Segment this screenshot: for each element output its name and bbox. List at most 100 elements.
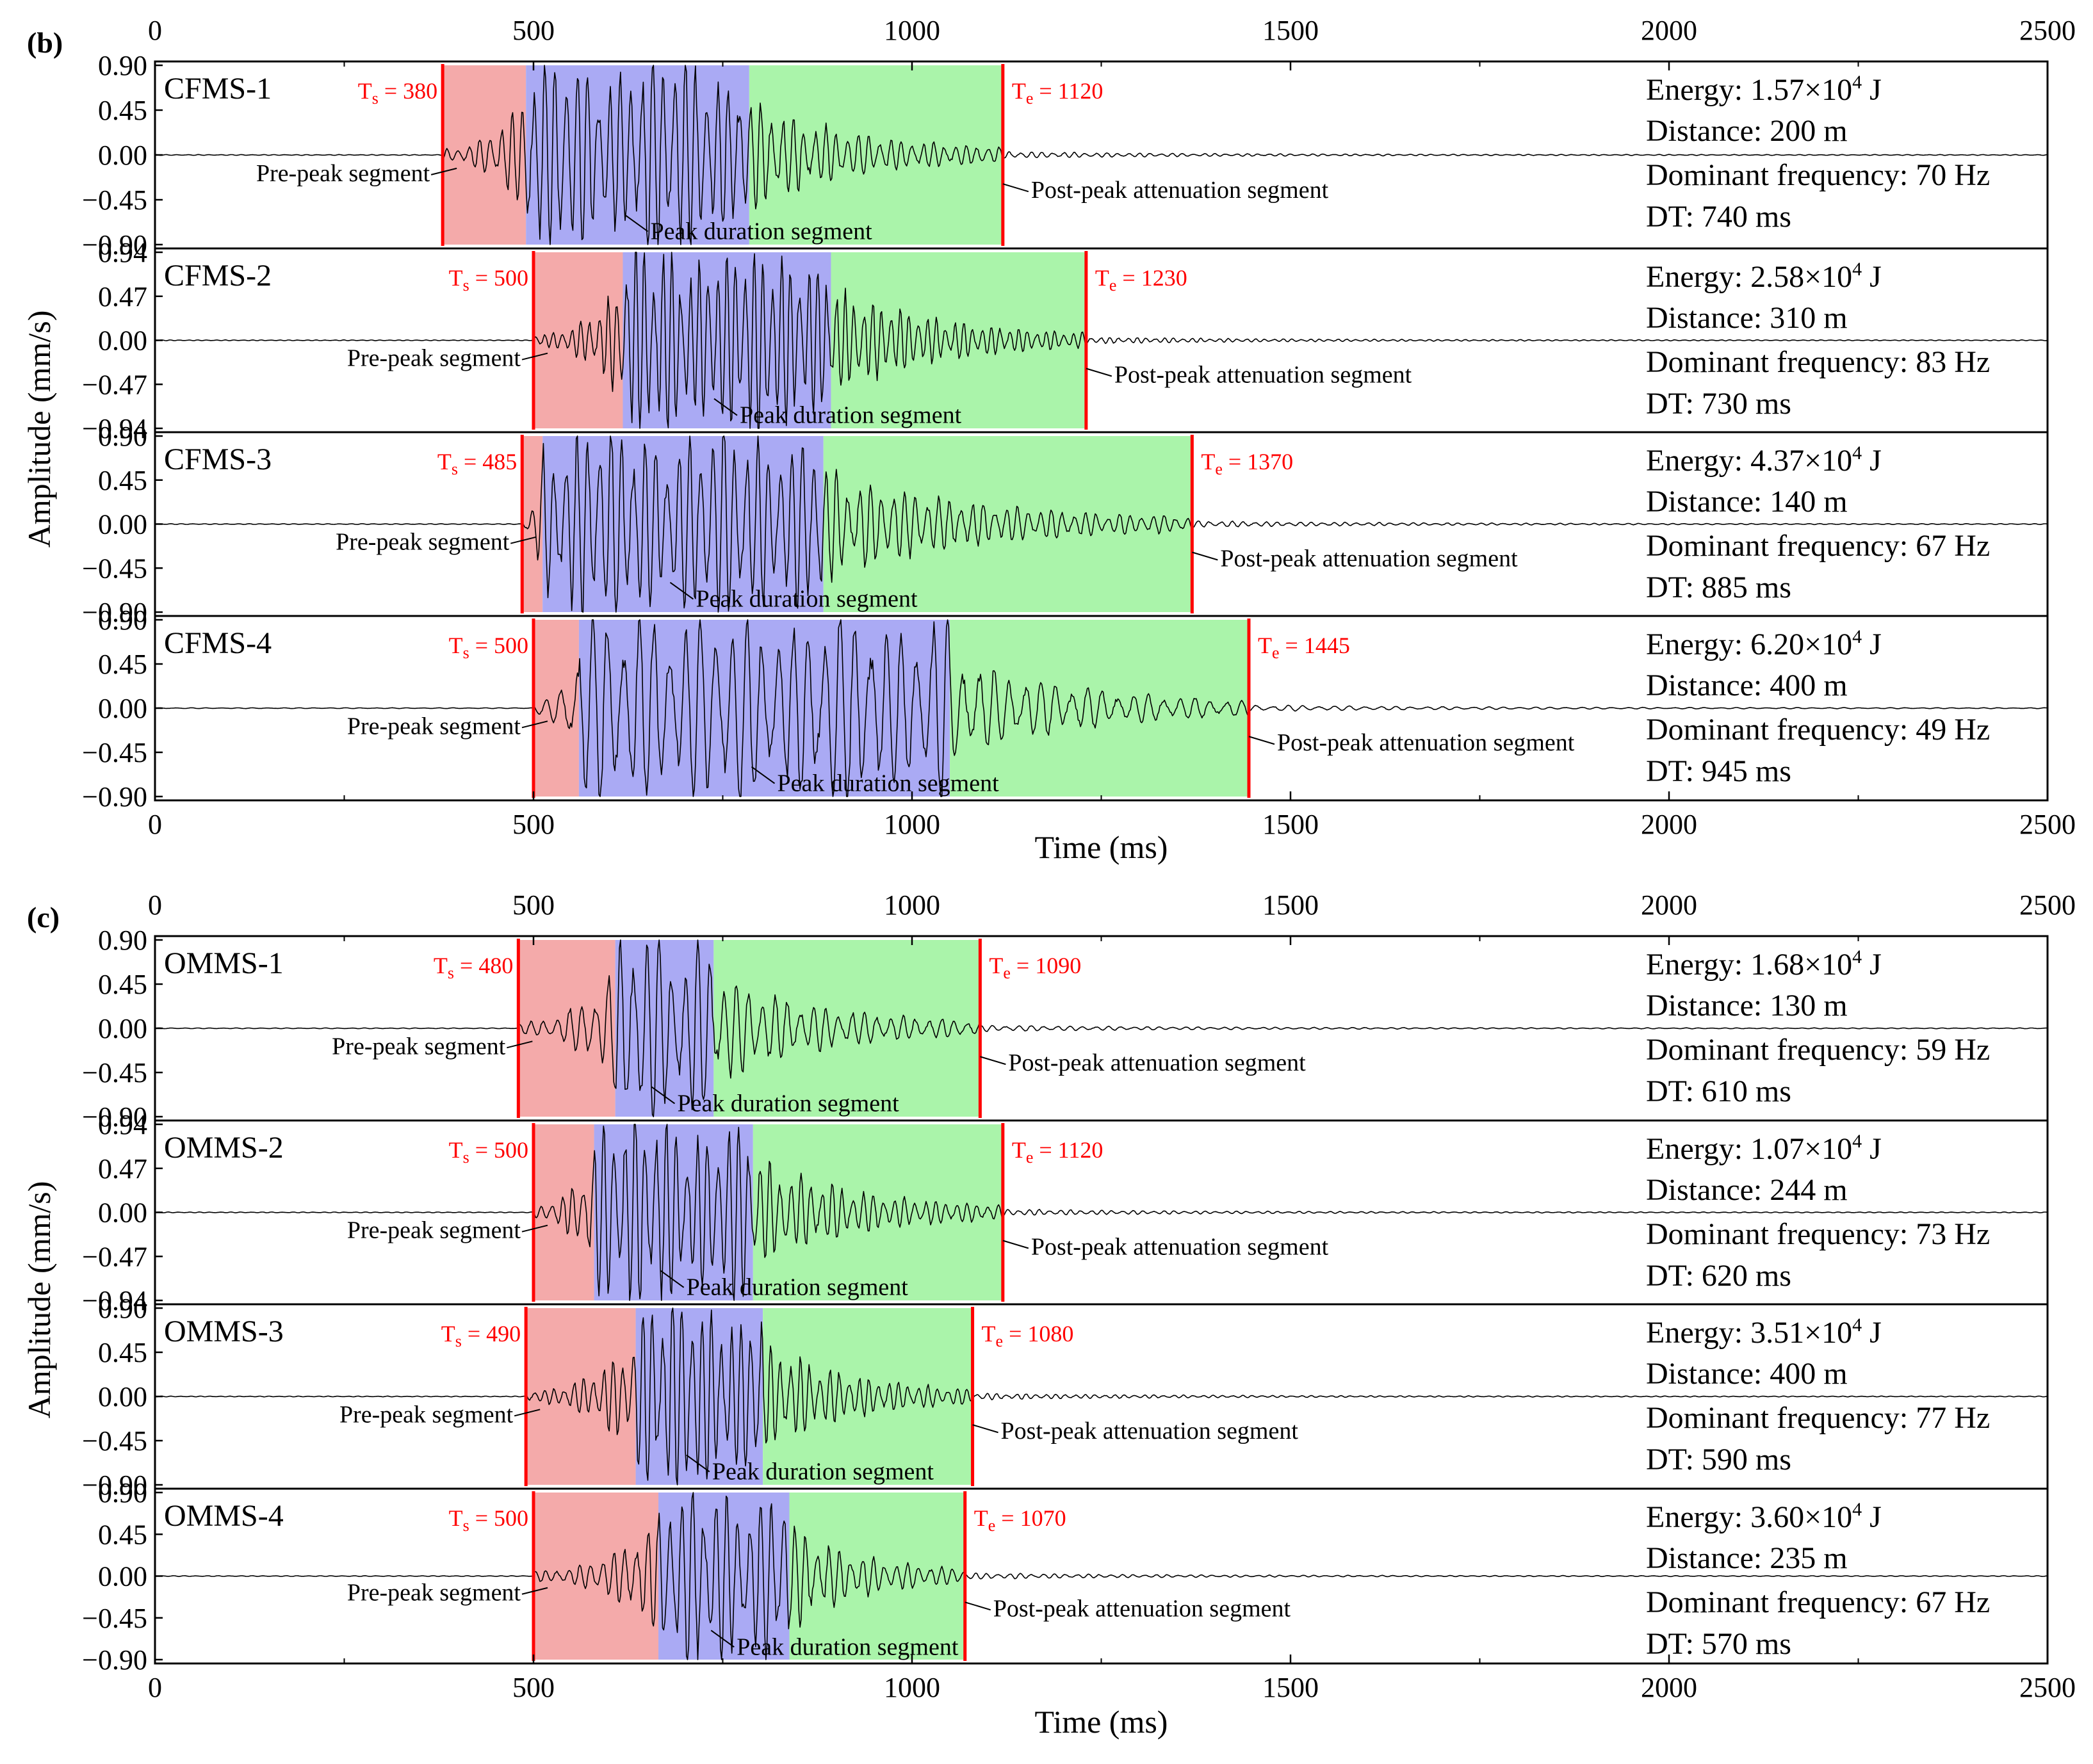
y-tick-label: 0.90 [98,421,147,452]
y-tick-label: 0.00 [98,1561,147,1592]
pre-peak-pointer [430,167,457,175]
figure-b: (b) Ts = 380 Te = 1120 Pre-peak segment Peak… [21,15,2076,865]
panel-name: OMMS-3 [164,1315,284,1348]
panel-name: CFMS-4 [164,626,272,660]
peak-duration-label: Peak duration segment [778,770,1000,797]
y-tick-label: 0.00 [98,325,147,357]
panel-omms-3: Ts = 490 Te = 1080 Pre-peak segment Peak du… [82,1293,2049,1501]
figure-label: (b) [27,26,63,59]
te-label: Te = 1120 [1012,78,1104,108]
post-peak-pointer [1002,1240,1029,1249]
peak-duration-label: Peak duration segment [687,1274,909,1301]
dt-text: DT: 620 ms [1646,1259,1791,1293]
dt-text: DT: 945 ms [1646,754,1791,788]
y-tick-label: −0.45 [82,184,147,216]
x-tick-label-bottom: 0 [148,809,162,840]
energy-text: Energy: 1.57×104 J [1646,72,1882,107]
waveform-trace [154,252,2047,429]
x-tick-label-bottom: 2500 [2019,809,2076,840]
frequency-text: Dominant frequency: 49 Hz [1646,713,1990,747]
frequency-text: Dominant frequency: 70 Hz [1646,158,1990,192]
frequency-text: Dominant frequency: 73 Hz [1646,1217,1990,1251]
y-tick-label: 0.90 [98,604,147,636]
y-tick-label: 0.94 [98,237,147,268]
frequency-text: Dominant frequency: 77 Hz [1646,1401,1990,1435]
peak-duration-label: Peak duration segment [651,218,873,245]
x-tick-label-top: 2000 [1641,15,1697,46]
y-tick-label: 0.45 [98,649,147,680]
x-tick-label-top: 500 [512,889,555,921]
pre-peak-pointer [514,1409,541,1417]
frequency-text: Dominant frequency: 67 Hz [1646,529,1990,563]
pre-peak-label: Pre-peak segment [347,1217,521,1244]
post-peak-region [753,1124,1003,1300]
peak-duration-pointer [710,1630,735,1648]
y-tick-label: −0.45 [82,1603,147,1634]
panel-cfms-3: Ts = 485 Te = 1370 Pre-peak segment Peak du… [82,421,2049,628]
x-tick-label-bottom: 1500 [1262,1672,1319,1703]
frequency-text: Dominant frequency: 83 Hz [1646,345,1990,379]
peak-duration-label: Peak duration segment [740,402,962,429]
pre-peak-pointer [521,1224,548,1233]
panel-name: CFMS-1 [164,72,272,106]
pre-peak-region [533,1124,594,1300]
y-tick-label: −0.94 [82,413,147,444]
y-tick-label: 0.45 [98,465,147,496]
y-tick-label: −0.90 [82,1469,147,1501]
post-peak-label: Post-peak attenuation segment [1008,1049,1306,1076]
x-tick-label-top: 2500 [2019,15,2076,46]
y-tick-label: −0.90 [82,1101,147,1133]
dt-text: DT: 590 ms [1646,1443,1791,1477]
distance-text: Distance: 140 m [1646,485,1848,519]
waveform-trace [154,65,2047,245]
pre-peak-pointer [521,720,548,729]
peak-duration-pointer [751,766,776,784]
y-tick-label: 0.00 [98,140,147,171]
te-label: Te = 1070 [974,1505,1066,1535]
pre-peak-label: Pre-peak segment [339,1401,514,1428]
energy-text: Energy: 6.20×104 J [1646,626,1882,661]
te-label: Te = 1230 [1095,265,1187,295]
x-tick-label-top: 1000 [884,15,940,46]
ts-label: Ts = 490 [441,1321,521,1350]
peak-duration-pointer [713,398,738,416]
x-tick-label-top: 1500 [1262,889,1319,921]
x-tick-label-top: 0 [148,889,162,921]
ts-label: Ts = 500 [449,1505,528,1535]
energy-text: Energy: 4.37×104 J [1646,442,1882,478]
panel-cfms-2: Ts = 500 Te = 1230 Pre-peak segment Peak du… [82,237,2049,444]
y-tick-label: 0.90 [98,50,147,81]
post-peak-pointer [1086,368,1112,377]
pre-peak-pointer [510,536,537,544]
peak-duration-region [615,940,714,1117]
y-axis-title: Amplitude (mm/s) [21,311,57,548]
y-tick-label: −0.45 [82,737,147,768]
x-tick-label-bottom: 1000 [884,1672,940,1703]
peak-duration-pointer [651,1086,676,1105]
y-tick-label: −0.45 [82,1057,147,1088]
post-peak-label: Post-peak attenuation segment [1220,546,1518,572]
y-tick-label: 0.94 [98,1109,147,1140]
y-tick-label: 0.00 [98,693,147,724]
waveform-trace [154,619,2047,797]
post-peak-region [823,436,1193,612]
y-tick-label: 0.47 [98,1153,147,1185]
y-tick-label: 0.00 [98,1381,147,1412]
x-tick-label-bottom: 500 [512,1672,555,1703]
pre-peak-region [533,620,579,797]
dt-text: DT: 610 ms [1646,1074,1791,1108]
pre-peak-region [533,252,623,428]
y-tick-label: 0.90 [98,925,147,956]
panel-omms-2: Ts = 500 Te = 1120 Pre-peak segment Peak du… [82,1109,2049,1316]
post-peak-region [831,252,1086,428]
energy-text: Energy: 1.68×104 J [1646,946,1882,982]
figure-label: (c) [27,901,60,934]
peak-duration-label: Peak duration segment [712,1459,934,1485]
distance-text: Distance: 200 m [1646,114,1848,148]
te-label: Te = 1445 [1258,633,1350,662]
te-label: Te = 1120 [1012,1137,1104,1167]
y-tick-label: −0.47 [82,369,147,400]
pre-peak-label: Pre-peak segment [332,1033,506,1060]
panel-cfms-1: Ts = 380 Te = 1120 Pre-peak segment Peak du… [82,50,2049,261]
